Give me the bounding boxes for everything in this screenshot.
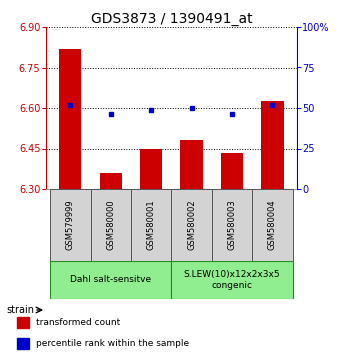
Text: Dahl salt-sensitve: Dahl salt-sensitve xyxy=(70,275,151,285)
Bar xyxy=(221,153,243,189)
Title: GDS3873 / 1390491_at: GDS3873 / 1390491_at xyxy=(91,12,252,26)
Bar xyxy=(180,141,203,189)
FancyBboxPatch shape xyxy=(212,189,252,261)
Bar xyxy=(140,148,162,189)
Text: percentile rank within the sample: percentile rank within the sample xyxy=(36,338,189,348)
FancyBboxPatch shape xyxy=(90,189,131,261)
FancyBboxPatch shape xyxy=(50,261,172,299)
Bar xyxy=(261,101,283,189)
Text: transformed count: transformed count xyxy=(36,318,120,327)
Bar xyxy=(17,337,29,348)
FancyBboxPatch shape xyxy=(252,189,293,261)
Text: GSM580003: GSM580003 xyxy=(227,200,237,250)
FancyBboxPatch shape xyxy=(172,189,212,261)
Bar xyxy=(17,316,29,327)
Text: GSM579999: GSM579999 xyxy=(66,200,75,250)
Text: GSM580002: GSM580002 xyxy=(187,200,196,250)
Text: GSM580000: GSM580000 xyxy=(106,200,115,250)
Bar xyxy=(59,48,81,189)
Text: GSM580001: GSM580001 xyxy=(147,200,155,250)
Text: strain: strain xyxy=(7,305,35,315)
FancyBboxPatch shape xyxy=(172,261,293,299)
FancyBboxPatch shape xyxy=(50,189,90,261)
Text: GSM580004: GSM580004 xyxy=(268,200,277,250)
Text: S.LEW(10)x12x2x3x5
congenic: S.LEW(10)x12x2x3x5 congenic xyxy=(184,270,280,290)
FancyBboxPatch shape xyxy=(131,189,172,261)
Bar xyxy=(100,173,122,189)
